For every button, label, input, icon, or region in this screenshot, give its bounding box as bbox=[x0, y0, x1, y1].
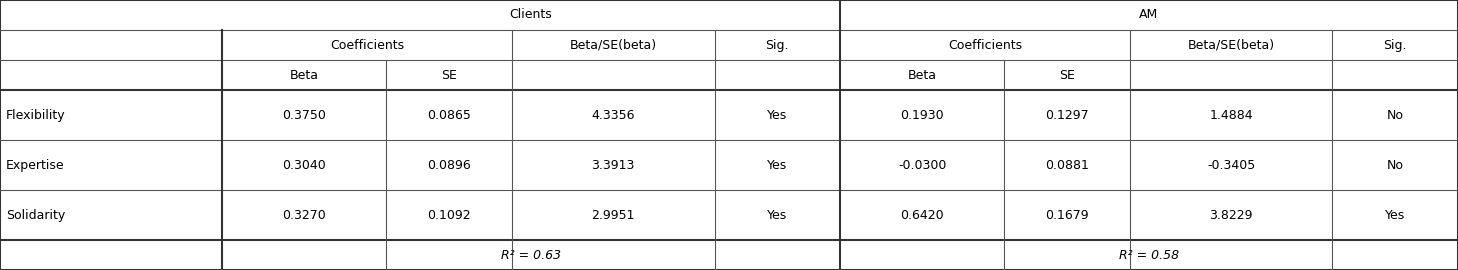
Text: 0.1679: 0.1679 bbox=[1045, 208, 1089, 221]
Text: 0.1092: 0.1092 bbox=[427, 208, 471, 221]
Text: 3.8229: 3.8229 bbox=[1209, 208, 1252, 221]
Text: 0.0865: 0.0865 bbox=[427, 109, 471, 122]
Text: 0.3750: 0.3750 bbox=[283, 109, 327, 122]
Text: Sig.: Sig. bbox=[765, 39, 789, 52]
Text: Yes: Yes bbox=[767, 158, 787, 171]
Text: 0.1930: 0.1930 bbox=[900, 109, 943, 122]
Text: 0.0896: 0.0896 bbox=[427, 158, 471, 171]
Text: Flexibility: Flexibility bbox=[6, 109, 66, 122]
Text: 0.3040: 0.3040 bbox=[283, 158, 327, 171]
Text: Coefficients: Coefficients bbox=[948, 39, 1022, 52]
Text: 0.6420: 0.6420 bbox=[900, 208, 943, 221]
Text: SE: SE bbox=[1059, 69, 1075, 82]
Text: Expertise: Expertise bbox=[6, 158, 64, 171]
Text: Beta/SE(beta): Beta/SE(beta) bbox=[1187, 39, 1274, 52]
Text: -0.3405: -0.3405 bbox=[1207, 158, 1255, 171]
Text: Yes: Yes bbox=[1385, 208, 1406, 221]
Text: 3.3913: 3.3913 bbox=[592, 158, 634, 171]
Text: 2.9951: 2.9951 bbox=[592, 208, 634, 221]
Text: 0.1297: 0.1297 bbox=[1045, 109, 1089, 122]
Text: Beta: Beta bbox=[908, 69, 936, 82]
Text: No: No bbox=[1387, 158, 1404, 171]
Text: Coefficients: Coefficients bbox=[330, 39, 404, 52]
Text: R² = 0.58: R² = 0.58 bbox=[1118, 248, 1180, 262]
Text: 0.0881: 0.0881 bbox=[1045, 158, 1089, 171]
Text: AM: AM bbox=[1139, 8, 1159, 22]
Text: Yes: Yes bbox=[767, 109, 787, 122]
Text: 1.4884: 1.4884 bbox=[1209, 109, 1252, 122]
Text: Beta/SE(beta): Beta/SE(beta) bbox=[570, 39, 656, 52]
Text: 4.3356: 4.3356 bbox=[592, 109, 634, 122]
Text: No: No bbox=[1387, 109, 1404, 122]
Text: Solidarity: Solidarity bbox=[6, 208, 66, 221]
Text: R² = 0.63: R² = 0.63 bbox=[502, 248, 561, 262]
Text: -0.0300: -0.0300 bbox=[898, 158, 946, 171]
Text: Beta: Beta bbox=[290, 69, 319, 82]
Text: Clients: Clients bbox=[510, 8, 553, 22]
Text: SE: SE bbox=[442, 69, 456, 82]
Text: Sig.: Sig. bbox=[1384, 39, 1407, 52]
Text: Yes: Yes bbox=[767, 208, 787, 221]
Text: 0.3270: 0.3270 bbox=[283, 208, 327, 221]
